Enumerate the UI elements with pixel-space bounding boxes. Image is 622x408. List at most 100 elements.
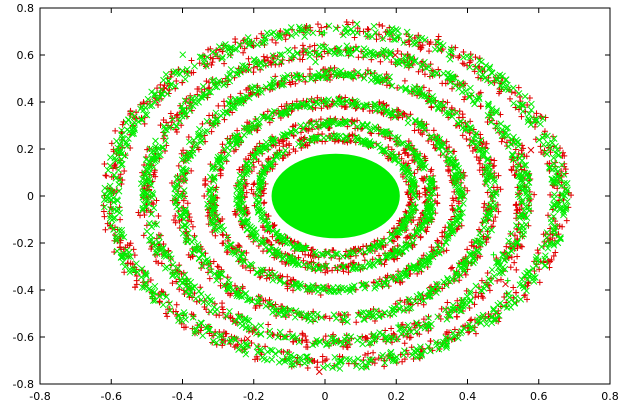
green-cross-point (250, 226, 258, 234)
green-cross-point (253, 235, 260, 242)
red-plus-point (260, 53, 267, 60)
red-plus-point (404, 234, 411, 241)
red-plus-point (450, 197, 457, 204)
green-cross-point (238, 196, 246, 204)
red-plus-point (311, 42, 318, 49)
red-plus-point (394, 234, 401, 241)
green-cross-point (367, 140, 375, 148)
green-cross-point (373, 125, 381, 133)
red-plus-point (223, 232, 230, 239)
green-cross-point (319, 121, 327, 128)
red-plus-point (232, 210, 239, 217)
red-plus-point (514, 253, 521, 260)
green-cross-point (192, 295, 200, 302)
green-cross-point (304, 136, 312, 144)
green-cross-point (478, 58, 485, 66)
green-cross-point (370, 22, 378, 30)
green-cross-point (302, 121, 310, 129)
green-cross-point (407, 171, 415, 178)
green-cross-point (273, 228, 281, 236)
green-cross-point (280, 234, 288, 242)
red-plus-point (340, 268, 347, 275)
red-plus-point (242, 156, 249, 163)
green-cross-point (426, 204, 434, 212)
red-plus-point (449, 202, 456, 209)
green-cross-point (113, 247, 121, 255)
green-cross-point (191, 62, 198, 70)
green-cross-point (407, 212, 414, 220)
green-cross-point (408, 234, 416, 242)
green-cross-point (375, 281, 383, 289)
green-cross-point (270, 155, 277, 163)
green-cross-point (183, 223, 191, 231)
red-plus-point (234, 127, 241, 134)
green-cross-point (238, 209, 245, 217)
green-cross-point (408, 179, 416, 187)
red-plus-point (131, 252, 138, 259)
green-cross-point (334, 250, 341, 258)
red-plus-point (277, 114, 284, 121)
red-plus-point (420, 252, 427, 259)
red-plus-point (201, 192, 208, 199)
green-cross-point (239, 217, 246, 225)
green-cross-point (398, 140, 405, 148)
red-plus-point (191, 232, 198, 239)
green-cross-point (324, 134, 332, 142)
green-cross-point (386, 251, 394, 259)
red-plus-point (255, 243, 262, 250)
green-cross-point (222, 154, 230, 162)
red-plus-point (205, 269, 212, 276)
green-cross-point (386, 130, 394, 137)
green-cross-point (381, 149, 389, 157)
green-cross-point (340, 263, 348, 270)
green-cross-point (257, 172, 265, 179)
green-cross-point (253, 196, 260, 204)
red-plus-point (373, 140, 380, 147)
green-cross-point (336, 120, 343, 128)
green-cross-point (255, 199, 262, 207)
green-cross-point (259, 238, 267, 246)
red-plus-point (158, 260, 165, 267)
green-cross-point (509, 84, 517, 92)
green-cross-point (347, 249, 355, 257)
red-plus-point (398, 51, 405, 58)
red-plus-point (365, 350, 372, 357)
red-plus-point (441, 228, 448, 235)
green-cross-point (339, 263, 347, 271)
green-cross-point (426, 178, 434, 186)
green-cross-point (259, 177, 267, 185)
red-plus-point (101, 213, 108, 220)
green-cross-point (297, 245, 305, 253)
red-plus-point (508, 167, 515, 174)
green-cross-point (389, 251, 397, 259)
green-cross-point (434, 313, 442, 321)
green-cross-point (396, 228, 403, 236)
red-plus-point (426, 48, 433, 55)
green-cross-point (332, 250, 340, 258)
green-cross-point (362, 47, 370, 54)
red-plus-point (460, 169, 467, 176)
red-plus-point (184, 200, 191, 207)
green-cross-point (405, 243, 413, 250)
green-cross-point (284, 46, 292, 54)
red-plus-point (302, 251, 309, 258)
green-cross-point (517, 296, 525, 303)
green-cross-point (264, 225, 272, 233)
green-cross-point (414, 152, 421, 160)
green-cross-point (399, 247, 407, 255)
red-plus-point (349, 131, 356, 138)
green-cross-point (377, 105, 385, 113)
red-plus-point (164, 313, 171, 320)
red-plus-point (323, 356, 330, 363)
red-plus-point (223, 249, 230, 256)
green-cross-point (262, 164, 269, 171)
red-plus-point (101, 160, 108, 167)
green-cross-point (199, 82, 207, 90)
red-plus-point (459, 132, 466, 139)
red-plus-point (449, 264, 456, 271)
red-plus-point (467, 118, 474, 125)
green-cross-point (241, 166, 249, 174)
green-cross-point (376, 238, 384, 246)
red-plus-point (417, 233, 424, 240)
green-cross-point (255, 188, 263, 196)
